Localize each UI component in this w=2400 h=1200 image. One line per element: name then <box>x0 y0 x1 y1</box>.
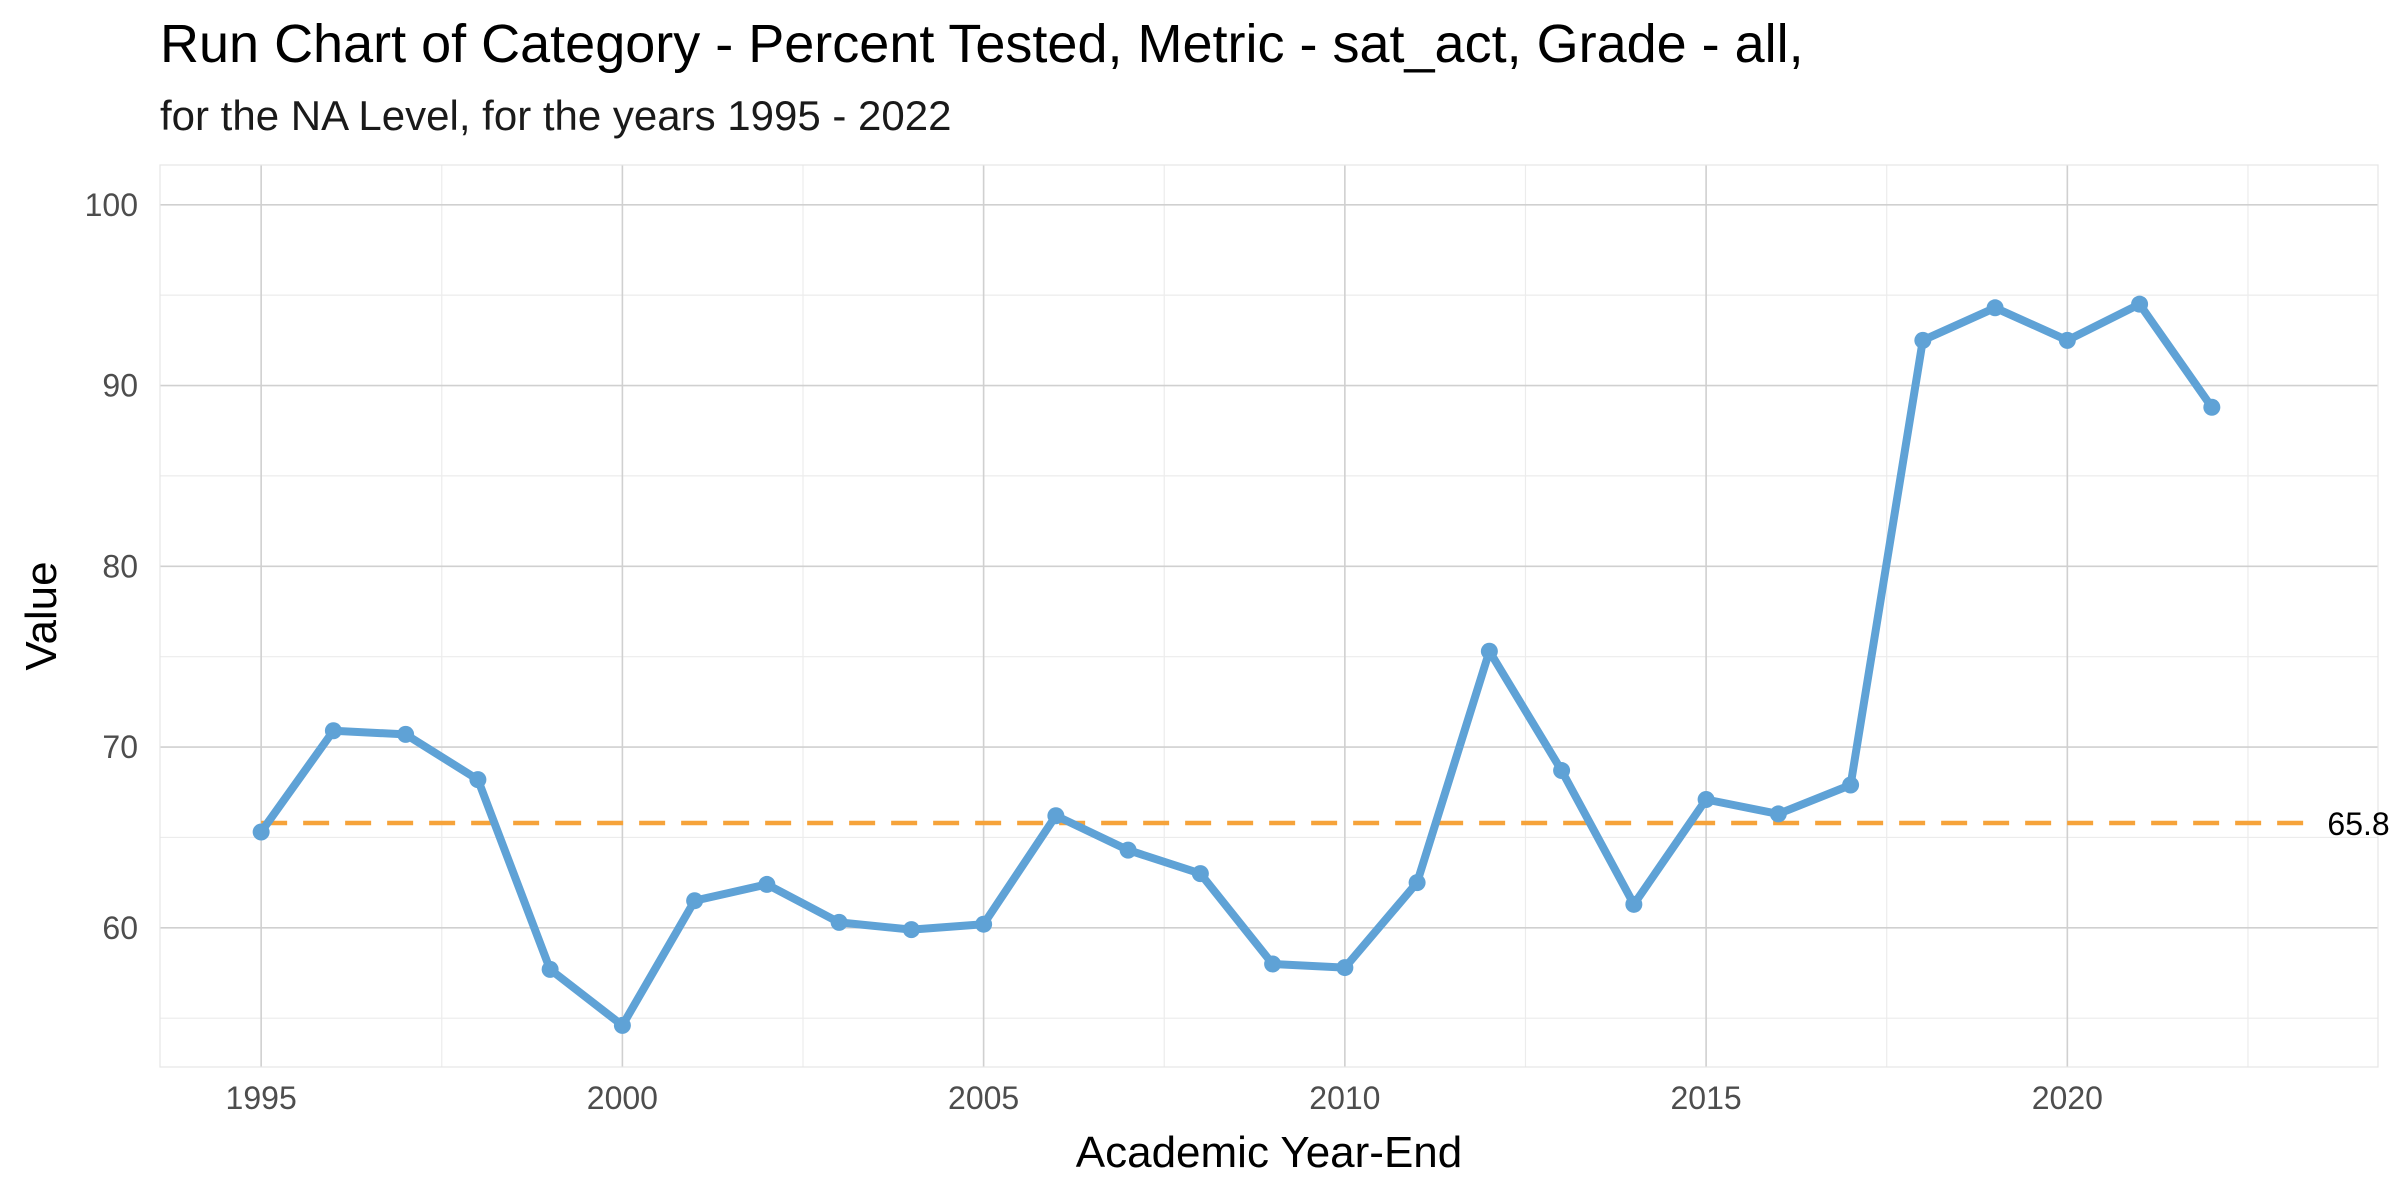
data-point <box>1625 895 1643 913</box>
x-axis-title: Academic Year-End <box>1076 1128 1462 1177</box>
data-point <box>1553 762 1571 780</box>
chart-title: Run Chart of Category - Percent Tested, … <box>160 14 1804 74</box>
major-gridlines <box>160 165 2378 1067</box>
series-line <box>257 300 2216 1030</box>
y-tick-label: 90 <box>102 368 138 404</box>
x-tick-label: 2010 <box>1309 1080 1380 1116</box>
data-point <box>613 1016 631 1034</box>
x-tick-label: 2005 <box>948 1080 1019 1116</box>
data-point <box>1986 299 2004 317</box>
data-point <box>2203 398 2221 416</box>
mean-reference-label: 65.8 <box>2327 806 2389 842</box>
chart-subtitle: for the NA Level, for the years 1995 - 2… <box>160 92 951 139</box>
data-point <box>1264 955 1282 973</box>
data-point <box>830 913 848 931</box>
data-point <box>1191 865 1209 883</box>
y-tick-label: 80 <box>102 548 138 584</box>
x-tick-label: 2015 <box>1671 1080 1742 1116</box>
x-axis-tick-labels: 1995 2000 2005 2010 2015 2020 <box>226 1080 2103 1116</box>
series-group <box>252 295 2221 1034</box>
x-tick-label: 2020 <box>2032 1080 2103 1116</box>
data-point <box>2058 331 2076 349</box>
x-tick-label: 2000 <box>587 1080 658 1116</box>
data-point <box>1769 805 1787 823</box>
data-point <box>397 725 415 743</box>
data-point <box>1047 807 1065 825</box>
data-point <box>1842 776 1860 794</box>
data-point <box>975 915 993 933</box>
data-point <box>902 921 920 939</box>
data-point <box>1697 790 1715 808</box>
y-tick-label: 60 <box>102 910 138 946</box>
data-point <box>686 892 704 910</box>
data-point <box>1119 841 1137 859</box>
data-point <box>541 960 559 978</box>
data-point <box>758 875 776 893</box>
data-point <box>1336 959 1354 977</box>
data-point <box>469 771 487 789</box>
data-point <box>324 722 342 740</box>
data-point <box>1480 642 1498 660</box>
y-tick-label: 100 <box>85 187 138 223</box>
data-point <box>252 823 270 841</box>
data-point <box>2131 295 2149 313</box>
data-point <box>1408 874 1426 892</box>
y-axis-title: Value <box>17 561 66 670</box>
y-tick-label: 70 <box>102 729 138 765</box>
data-point <box>1914 331 1932 349</box>
reference-line-group: 65.8 <box>261 806 2390 842</box>
plot-panel-border <box>159 164 2379 1068</box>
minor-gridlines <box>160 165 2378 1067</box>
y-axis-tick-labels: 60 70 80 90 100 <box>85 187 138 946</box>
x-tick-label: 1995 <box>226 1080 297 1116</box>
